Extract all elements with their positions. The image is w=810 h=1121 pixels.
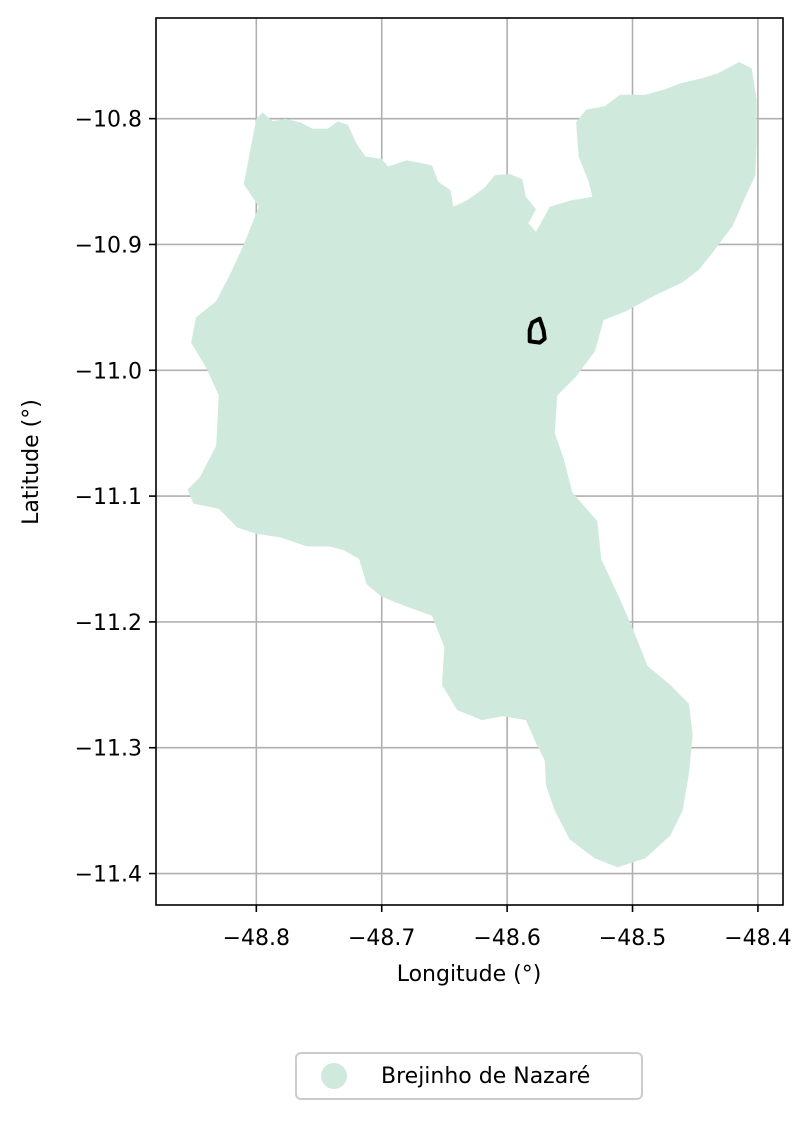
legend: Brejinho de Nazaré: [295, 1052, 643, 1100]
x-axis-ticks: −48.8 −48.7 −48.6 −48.5 −48.4: [223, 905, 792, 951]
y-tick-label: −11.0: [75, 359, 142, 384]
legend-label-brejinho: Brejinho de Nazaré: [381, 1063, 591, 1089]
x-tick-label: −48.6: [473, 926, 540, 951]
x-axis-title: Longitude (°): [397, 962, 542, 987]
y-axis-ticks: −10.8 −10.9 −11.0 −11.1 −11.2 −11.3 −11.4: [75, 108, 156, 888]
legend-marker-brejinho: [321, 1063, 347, 1089]
y-tick-label: −10.9: [75, 233, 142, 258]
axes-frame: [155, 17, 784, 906]
y-tick-label: −11.1: [75, 485, 142, 510]
x-tick-label: −48.5: [599, 926, 666, 951]
y-axis-title: Latitude (°): [19, 399, 44, 525]
region-brejinho-de-nazare: [187, 62, 757, 868]
highlight-outline: [527, 316, 547, 345]
region-layer: [187, 62, 757, 868]
x-tick-label: −48.8: [223, 926, 290, 951]
y-tick-label: −11.3: [75, 737, 142, 762]
y-tick-label: −11.4: [75, 863, 142, 888]
map-figure: −48.8 −48.7 −48.6 −48.5 −48.4 −10.8 −10.9 −11.…: [19, 17, 792, 987]
y-tick-label: −10.8: [75, 108, 142, 133]
x-tick-label: −48.4: [724, 926, 791, 951]
x-tick-label: −48.7: [348, 926, 415, 951]
y-tick-label: −11.2: [75, 611, 142, 636]
